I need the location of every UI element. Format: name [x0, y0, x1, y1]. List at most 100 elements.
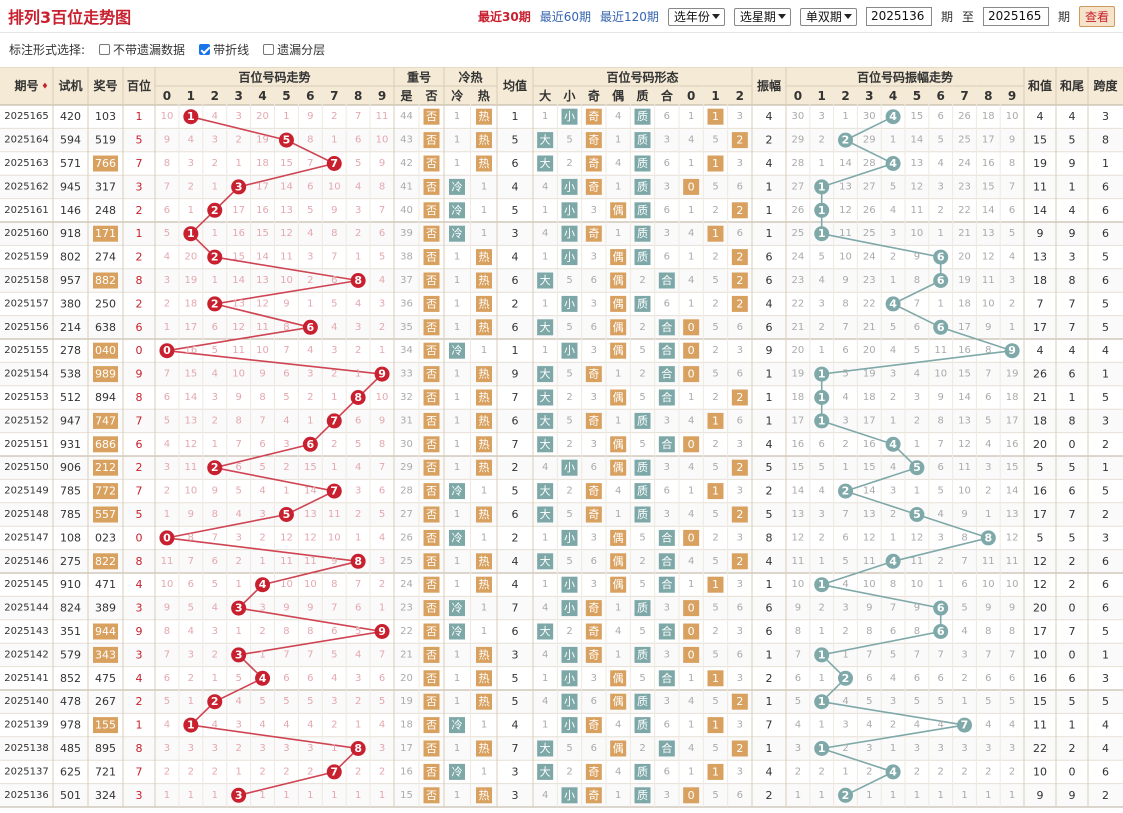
weekday-select[interactable]: 选星期 — [733, 7, 791, 26]
hot-tag: 热 — [479, 461, 490, 474]
parity-select[interactable]: 单双期 — [799, 7, 857, 26]
repeat-omission: 22 — [400, 626, 413, 637]
amplitude-ball — [814, 390, 830, 405]
cold-omission: 1 — [454, 743, 460, 754]
sum-tail-cell: 7 — [1069, 321, 1076, 334]
trend-omission: 8 — [188, 532, 194, 543]
shape-omission: 3 — [664, 649, 670, 660]
shape-tag-badge — [634, 412, 651, 429]
trend-ball — [231, 179, 247, 195]
shape-omission: 2 — [712, 205, 718, 216]
trend-omission: 10 — [304, 579, 317, 590]
trend-omission: 1 — [379, 603, 385, 614]
sum-tail-cell: 9 — [1069, 227, 1076, 240]
shape-tag: 合 — [661, 554, 672, 568]
trend-omission: 5 — [355, 626, 361, 637]
average-cell: 1 — [512, 110, 519, 123]
trend-ball — [255, 577, 271, 593]
amplitude-trend-header: 百位号码振幅走势 — [857, 70, 953, 85]
shape-tag-badge — [610, 249, 627, 266]
shape-omission: 1 — [688, 486, 694, 497]
amplitude-cell: 1 — [766, 414, 773, 427]
period-cell: 2025142 — [4, 649, 49, 660]
checkbox-icon[interactable] — [263, 43, 275, 55]
shape-tag: 合 — [661, 273, 672, 287]
trend-ball — [159, 343, 175, 359]
shape-omission: 6 — [737, 790, 743, 801]
amplitude-omission: 2 — [961, 673, 967, 684]
trend-ball-number: 8 — [354, 391, 362, 404]
shape-omission: 5 — [639, 626, 645, 637]
view-button[interactable]: 查看 — [1078, 6, 1115, 27]
trend-omission: 10 — [161, 111, 174, 122]
trend-omission: 11 — [256, 322, 269, 333]
trend-ball — [302, 436, 318, 452]
trend-omission: 3 — [212, 392, 218, 403]
sum-cell: 15 — [1033, 134, 1047, 147]
row-background — [0, 549, 1123, 573]
trend-omission: 2 — [164, 298, 170, 309]
link-recent-120[interactable]: 最近120期 — [599, 10, 659, 24]
shape-omission: 4 — [688, 135, 694, 146]
to-period-input[interactable]: 2025165 — [982, 7, 1049, 26]
amplitude-cell: 4 — [766, 555, 773, 568]
trend-ball — [326, 156, 342, 171]
shape-tag: 质 — [637, 414, 648, 427]
amplitude-omission: 11 — [1006, 556, 1019, 567]
checkbox-icon[interactable] — [99, 43, 111, 55]
hot-tag: 热 — [479, 789, 490, 802]
shape-omission: 4 — [615, 486, 621, 497]
shape-tag-badge — [658, 342, 675, 359]
repeat-no-badge — [423, 272, 440, 289]
period-cell: 2025151 — [4, 439, 49, 450]
test-number-cell: 852 — [60, 672, 81, 685]
trend-omission: 1 — [331, 135, 337, 146]
shape-tag: 2 — [736, 461, 743, 474]
shape-tag-badge — [658, 366, 675, 383]
amplitude-omission: 4 — [914, 369, 920, 380]
cold-omission: 1 — [454, 509, 460, 520]
span-cell: 1 — [1102, 157, 1109, 170]
cold-omission: 1 — [454, 696, 460, 707]
shape-tag-badge — [585, 155, 602, 172]
option-with-line[interactable]: 带折线 — [199, 41, 249, 58]
repeat-no-badge — [423, 483, 440, 500]
shape-omission: 6 — [591, 743, 597, 754]
checkbox-checked-icon[interactable] — [199, 43, 211, 55]
amplitude-omission: 13 — [863, 509, 876, 520]
shape-tag-badge — [634, 459, 651, 476]
trend-omission: 11 — [184, 462, 197, 473]
option-layered[interactable]: 遗漏分层 — [263, 41, 325, 58]
amplitude-ball — [933, 624, 949, 639]
shape-tag-badge — [585, 787, 602, 804]
link-recent-30[interactable]: 最近30期 — [478, 10, 531, 24]
trend-omission: 9 — [259, 369, 265, 380]
draw-number-cell: 103 — [95, 110, 116, 123]
repeat-no: 否 — [426, 602, 437, 615]
average-cell: 7 — [512, 438, 519, 451]
trend-ball-number: 8 — [354, 742, 362, 755]
trend-omission: 9 — [188, 509, 194, 520]
cold-tag: 冷 — [452, 531, 463, 544]
amplitude-omission: 2 — [819, 603, 825, 614]
amplitude-omission: 12 — [792, 532, 805, 543]
amplitude-omission: 1 — [819, 720, 825, 731]
from-period-input[interactable]: 2025136 — [865, 7, 932, 26]
amplitude-omission: 11 — [863, 556, 876, 567]
link-recent-60[interactable]: 最近60期 — [539, 10, 591, 24]
shape-tag: 小 — [564, 648, 575, 661]
trend-omission: 1 — [212, 439, 218, 450]
trend-omission: 2 — [379, 322, 385, 333]
shape-omission: 5 — [712, 135, 718, 146]
amplitude-omission: 15 — [792, 462, 805, 473]
trend-omission: 3 — [164, 275, 170, 286]
period-cell: 2025137 — [4, 766, 49, 777]
shape-tag-badge — [634, 132, 651, 149]
trend-omission: 15 — [256, 228, 269, 239]
year-select[interactable]: 选年份 — [667, 7, 725, 26]
trend-omission: 9 — [164, 603, 170, 614]
shape-omission: 6 — [591, 275, 597, 286]
option-no-omission[interactable]: 不带遗漏数据 — [99, 41, 185, 58]
trend-ball — [207, 694, 223, 710]
amplitude-omission: 1 — [938, 228, 944, 239]
